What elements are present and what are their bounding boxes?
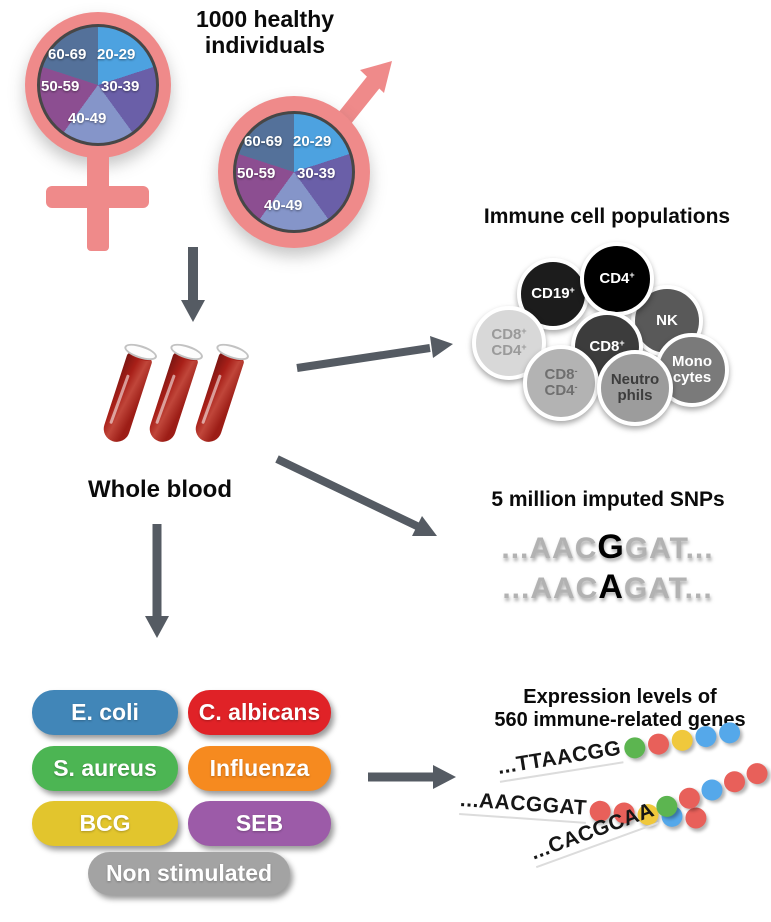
- gene-sequence: ...TTAACGG: [495, 736, 624, 783]
- green-expression-dot: [653, 793, 681, 820]
- age-label-50-59: 50-59: [237, 165, 276, 182]
- stimulus-calbicans: C. albicans: [188, 690, 331, 735]
- green-expression-dot: [622, 735, 647, 760]
- whole-blood-label: Whole blood: [88, 476, 232, 503]
- age-label-60-69: 60-69: [244, 133, 283, 150]
- blue-expression-dot: [693, 724, 718, 749]
- blue-expression-dot: [717, 720, 742, 745]
- stimulus-influenza: Influenza: [188, 746, 331, 791]
- age-label-60-69: 60-69: [48, 46, 87, 63]
- snps-title: 5 million imputed SNPs: [491, 488, 725, 511]
- arrow-to-snps: [275, 455, 421, 531]
- age-label-20-29: 20-29: [97, 46, 136, 63]
- stimulus-ecoli: E. coli: [32, 690, 178, 735]
- gene-sequence: ...AACGGAT: [459, 788, 588, 824]
- red-expression-dot: [743, 760, 771, 788]
- age-label-30-39: 30-39: [101, 78, 140, 95]
- stimulus-saureus: S. aureus: [32, 746, 178, 791]
- blue-expression-dot: [698, 776, 726, 804]
- cell-neutrophils: Neutro phils: [597, 350, 673, 426]
- cell-cd8neg-cd4neg: CD8- CD4-: [523, 345, 599, 421]
- age-label-50-59: 50-59: [41, 78, 80, 95]
- stimulus-bcg: BCG: [32, 801, 178, 846]
- blood-tube-icon: [100, 340, 159, 446]
- male-age-pie-chart: 20-29 30-39 40-49 50-59 60-69: [233, 111, 355, 233]
- age-label-30-39: 30-39: [297, 165, 336, 182]
- stimulus-nonstimulated: Non stimulated: [88, 852, 290, 895]
- red-expression-dot: [720, 768, 748, 796]
- immune-cells-title: Immune cell populations: [483, 205, 731, 228]
- snp-allele-a: A: [598, 568, 624, 606]
- yellow-expression-dot: [669, 728, 694, 753]
- snp-allele-g: G: [597, 528, 625, 566]
- stimulus-seb: SEB: [188, 801, 331, 846]
- female-age-pie-chart: 20-29 30-39 40-49 50-59 60-69: [37, 24, 159, 146]
- snp-sequence-2: ...AACAGAT...: [502, 568, 713, 606]
- age-label-40-49: 40-49: [68, 110, 107, 127]
- red-expression-dot: [675, 784, 703, 812]
- age-label-40-49: 40-49: [264, 197, 303, 214]
- age-label-20-29: 20-29: [293, 133, 332, 150]
- arrow-to-cells: [296, 344, 431, 372]
- female-crossbar: [46, 186, 149, 208]
- red-expression-dot: [646, 732, 671, 757]
- cell-cd4: CD4+: [580, 242, 654, 316]
- cohort-title: 1000 healthy individuals: [195, 6, 335, 59]
- snp-sequence-1: ...AACGGAT...: [501, 528, 714, 566]
